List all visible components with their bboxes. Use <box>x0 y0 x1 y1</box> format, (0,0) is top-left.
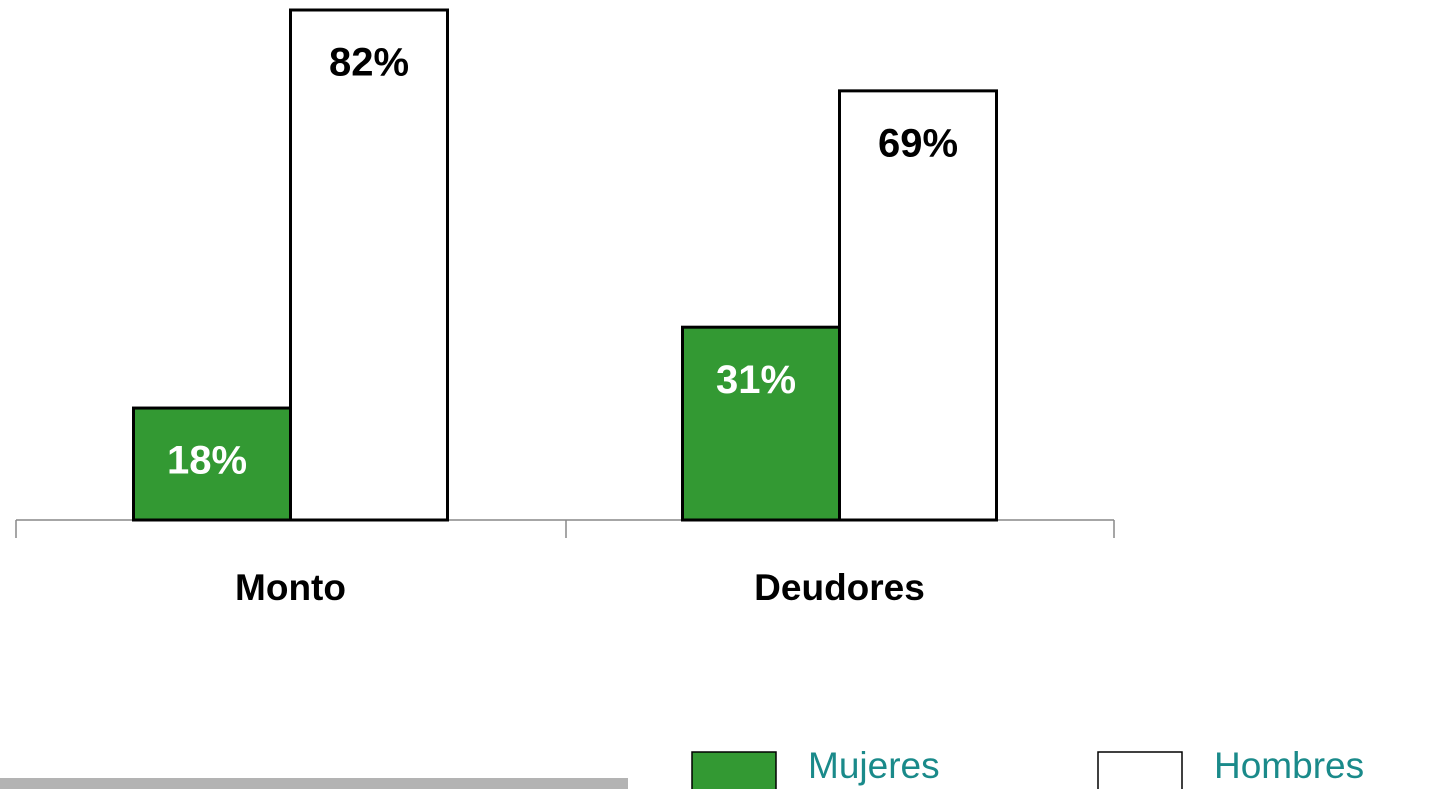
x-tick-label: Deudores <box>754 567 925 608</box>
bar <box>132 406 292 522</box>
bar <box>838 89 998 522</box>
data-label: 82% <box>329 41 409 85</box>
legend-label: Hombres <box>1214 745 1364 786</box>
legend-swatch <box>1097 751 1183 789</box>
bar <box>289 8 449 522</box>
legend-label: Mujeres <box>808 745 940 786</box>
legend-swatch <box>691 751 777 789</box>
x-tick-label: Monto <box>235 567 346 608</box>
bar <box>681 325 841 522</box>
footer-strip <box>0 778 628 789</box>
data-label: 18% <box>167 439 247 483</box>
data-label: 69% <box>878 121 958 165</box>
data-label: 31% <box>716 358 796 402</box>
